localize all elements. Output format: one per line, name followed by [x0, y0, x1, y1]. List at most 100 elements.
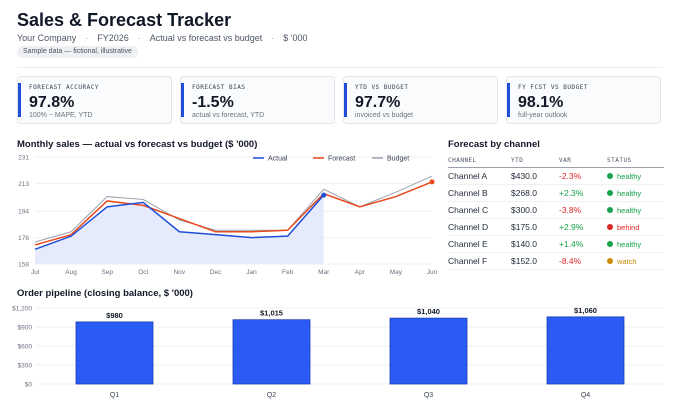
channel-name: Channel E [448, 239, 488, 249]
bar [389, 317, 468, 385]
table-row: Channel D $175.0 +2.9% behind [448, 219, 664, 236]
bar [75, 321, 154, 385]
channel-name: Channel B [448, 188, 488, 198]
kpi-subtext: 100% − MAPE, YTD [29, 112, 93, 119]
x-tick-label: Jun [427, 269, 438, 276]
bar-data-label: $1,015 [260, 309, 283, 318]
channel-var: -8.4% [559, 256, 582, 266]
status-dot-icon [607, 173, 613, 179]
meta-separator: · [271, 33, 275, 43]
channel-status: watch [607, 257, 664, 266]
x-tick-label: Jul [31, 269, 40, 276]
y-tick-label: $900 [18, 325, 33, 332]
kpi-accent-bar [181, 83, 184, 117]
kpi-value: 98.1% [518, 94, 564, 111]
meta-separator: · [137, 33, 141, 43]
status-text: healthy [617, 205, 642, 215]
unit-label: $ '000 [283, 33, 308, 43]
company-name: Your Company [17, 33, 77, 43]
channel-table: CHANNEL YTD VAR STATUS Channel A $430.0 … [448, 154, 664, 270]
header-channel: CHANNEL [448, 157, 477, 164]
bar [232, 319, 311, 385]
y-tick-label: 213 [18, 181, 29, 188]
channel-var: -3.8% [559, 205, 582, 215]
x-tick-label: Q4 [581, 392, 590, 399]
status-dot-icon [607, 207, 613, 213]
table-row: Channel E $140.0 +1.4% healthy [448, 236, 664, 253]
channel-var: +2.3% [559, 188, 584, 198]
channel-status: healthy [607, 172, 664, 181]
line-chart-title: Monthly sales — actual vs forecast vs bu… [17, 139, 258, 150]
meta-separator: · [85, 33, 89, 43]
kpi-value: -1.5% [192, 94, 234, 111]
fiscal-year: FY2026 [97, 33, 129, 43]
legend-label-actual: Actual [268, 156, 288, 163]
y-tick-label: $1,200 [12, 306, 32, 313]
x-tick-label: Oct [138, 269, 148, 276]
x-tick-label: Feb [282, 269, 294, 276]
kpi-label: FORECAST BIAS [192, 84, 246, 91]
channel-ytd: $152.0 [511, 256, 537, 266]
y-tick-label: 194 [18, 209, 29, 216]
status-dot-icon [607, 190, 613, 196]
status-dot-icon [607, 258, 613, 264]
kpi-label: FORECAST ACCURACY [29, 84, 99, 91]
bar-data-label: $1,060 [574, 306, 597, 315]
y-tick-label: 231 [18, 155, 29, 162]
series-line-forecast [34, 181, 433, 246]
x-tick-label: Jan [246, 269, 257, 276]
channel-status: healthy [607, 206, 664, 215]
kpi-value: 97.7% [355, 94, 401, 111]
x-tick-label: Dec [210, 269, 222, 276]
header-divider [17, 67, 663, 68]
channel-ytd: $268.0 [511, 188, 537, 198]
monthly-sales-chart: 158 176 194 213 231 Jul Aug Sep Oct Nov Dec Jan Feb M… [18, 155, 438, 277]
kpi-card-forecast-bias: FORECAST BIAS -1.5% actual vs forecast, … [180, 76, 335, 124]
header-var: VAR [559, 157, 572, 164]
x-tick-label: Q1 [110, 392, 119, 399]
x-tick-label: Q3 [424, 392, 433, 399]
y-tick-label: $0 [25, 382, 33, 389]
channel-status: healthy [607, 240, 664, 249]
bar-data-label: $980 [106, 311, 123, 320]
channel-var: +1.4% [559, 239, 584, 249]
channel-ytd: $140.0 [511, 239, 537, 249]
channel-var: +2.9% [559, 222, 584, 232]
status-dot-icon [607, 224, 613, 230]
channel-status: healthy [607, 189, 664, 198]
status-text: behind [617, 222, 640, 232]
bar-chart-title: Order pipeline (closing balance, $ '000) [17, 288, 193, 299]
bar-data-label: $1,040 [417, 307, 440, 316]
x-tick-label: Sep [101, 269, 113, 276]
kpi-label: YTD VS BUDGET [355, 84, 409, 91]
channel-table-title: Forecast by channel [448, 139, 540, 150]
channel-name: Channel F [448, 256, 488, 266]
kpi-accent-bar [18, 83, 21, 117]
kpi-subtext: invoiced vs budget [355, 112, 413, 119]
x-tick-label: Apr [355, 269, 366, 276]
y-tick-label: $600 [18, 344, 33, 351]
x-tick-label: Mar [318, 269, 330, 276]
status-dot-icon [607, 241, 613, 247]
kpi-card-fy-fcst-vs-budget: FY FCST VS BUDGET 98.1% full-year outloo… [506, 76, 661, 124]
channel-name: Channel C [448, 205, 489, 215]
channel-name: Channel D [448, 222, 489, 232]
channel-status: behind [607, 223, 664, 232]
legend-label-forecast: Forecast [328, 156, 355, 163]
y-tick-label: 176 [18, 235, 29, 242]
header-ytd: YTD [511, 157, 524, 164]
actual-area [35, 195, 324, 264]
channel-ytd: $175.0 [511, 222, 537, 232]
x-tick-label: May [390, 269, 403, 276]
forecast-last-point [429, 179, 435, 185]
kpi-subtext: full-year outlook [518, 112, 568, 119]
channel-ytd: $430.0 [511, 171, 537, 181]
order-pipeline-chart: $0 $300 $600 $900 $1,200 $980 Q1 $1,015 Q2 $1,040… [12, 306, 664, 399]
table-row: Channel C $300.0 -3.8% healthy [448, 202, 664, 219]
x-tick-label: Q2 [267, 392, 276, 399]
kpi-label: FY FCST VS BUDGET [518, 84, 588, 91]
legend-label-budget: Budget [387, 156, 409, 163]
x-tick-label: Aug [65, 269, 77, 276]
status-text: healthy [617, 171, 642, 181]
status-text: healthy [617, 188, 642, 198]
